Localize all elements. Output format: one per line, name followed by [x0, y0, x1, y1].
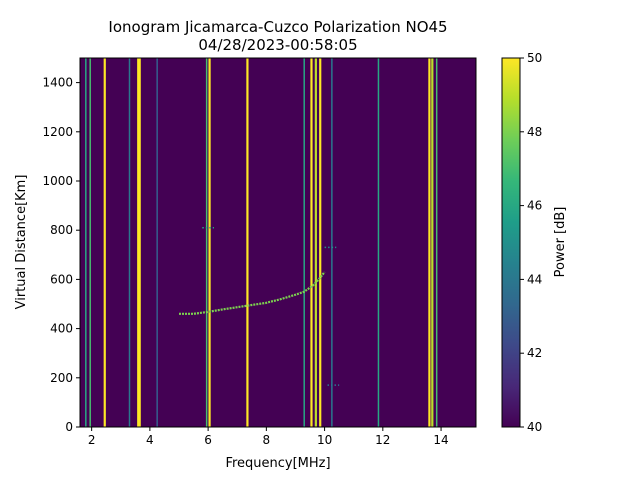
echo-trace [179, 271, 326, 315]
interference-band [310, 58, 313, 427]
interference-band [128, 58, 131, 427]
y-tick-label: 0 [65, 420, 73, 434]
colorbar-tick-label: 42 [527, 346, 542, 360]
x-tick-label: 2 [88, 433, 96, 447]
interference-band [331, 58, 333, 427]
colorbar-tick-label: 40 [527, 420, 542, 434]
interference-band [103, 58, 106, 427]
colorbar-tick-label: 48 [527, 125, 542, 139]
colorbar: 40 42 44 46 48 50 [501, 51, 542, 434]
interference-band [377, 58, 380, 427]
interference-band [431, 58, 434, 427]
interference-band [137, 58, 140, 427]
interference-band [428, 58, 431, 427]
x-axis-label: Frequency[MHz] [225, 456, 330, 471]
colorbar-tick-label: 44 [527, 272, 542, 286]
interference-band [314, 58, 317, 427]
y-tick-label: 1200 [42, 125, 73, 139]
x-tick-label: 4 [146, 433, 154, 447]
x-tick-label: 8 [263, 433, 271, 447]
x-tick-label: 6 [204, 433, 212, 447]
x-tick-label: 12 [375, 433, 390, 447]
colorbar-tick-label: 50 [527, 51, 542, 65]
y-axis-label: Virtual Distance[Km] [14, 175, 29, 310]
chart-title-line1: Ionogram Jicamarca-Cuzco Polarization NO… [108, 18, 447, 36]
ionogram-axes: 2 4 6 8 10 12 14 0 200 400 600 800 1000 1200 1400 [42, 57, 477, 447]
y-tick-label: 200 [50, 371, 73, 385]
ionogram-plot-area [80, 58, 476, 427]
y-tick-label: 1000 [42, 174, 73, 188]
x-tick-label: 14 [433, 433, 448, 447]
y-tick-label: 600 [50, 272, 73, 286]
colorbar-label: Power [dB] [553, 207, 568, 278]
interference-band [246, 58, 249, 427]
plot-frame [79, 57, 477, 428]
x-tick-label: 10 [317, 433, 332, 447]
interference-band [319, 58, 322, 427]
y-tick-label: 1400 [42, 76, 73, 90]
y-tick-label: 800 [50, 223, 73, 237]
plot-background [80, 58, 476, 427]
interference-band [85, 58, 87, 427]
colorbar-bar [501, 57, 521, 428]
interference-band [89, 58, 91, 427]
interference-band [303, 58, 305, 427]
chart-title-line2: 04/28/2023-00:58:05 [198, 36, 357, 54]
interference-band [435, 58, 438, 427]
y-tick-label: 400 [50, 322, 73, 336]
interference-band [205, 58, 208, 427]
colorbar-tick-label: 46 [527, 199, 542, 213]
interference-band [156, 58, 158, 427]
interference-band [138, 58, 141, 427]
interference-band [208, 58, 211, 427]
